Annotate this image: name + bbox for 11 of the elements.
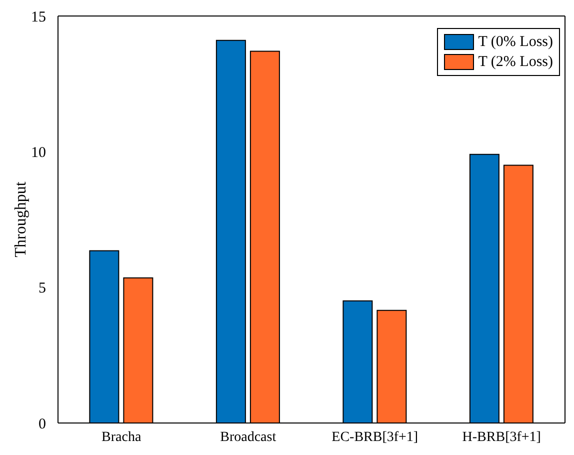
- y-tick-label: 5: [38, 280, 46, 297]
- x-tick-label: Bracha: [102, 430, 142, 445]
- y-axis-title: Throughput: [12, 181, 30, 258]
- legend-label: T (2% Loss): [478, 53, 553, 72]
- x-tick-label: Broadcast: [220, 430, 276, 445]
- x-tick-label: EC-BRB[3f+1]: [332, 430, 418, 445]
- y-tick-label: 10: [31, 144, 46, 161]
- x-tick-label: H-BRB[3f+1]: [462, 430, 541, 445]
- y-tick-label: 0: [38, 416, 46, 432]
- legend-label: T (0% Loss): [478, 33, 553, 52]
- y-tick-label: 15: [31, 9, 46, 26]
